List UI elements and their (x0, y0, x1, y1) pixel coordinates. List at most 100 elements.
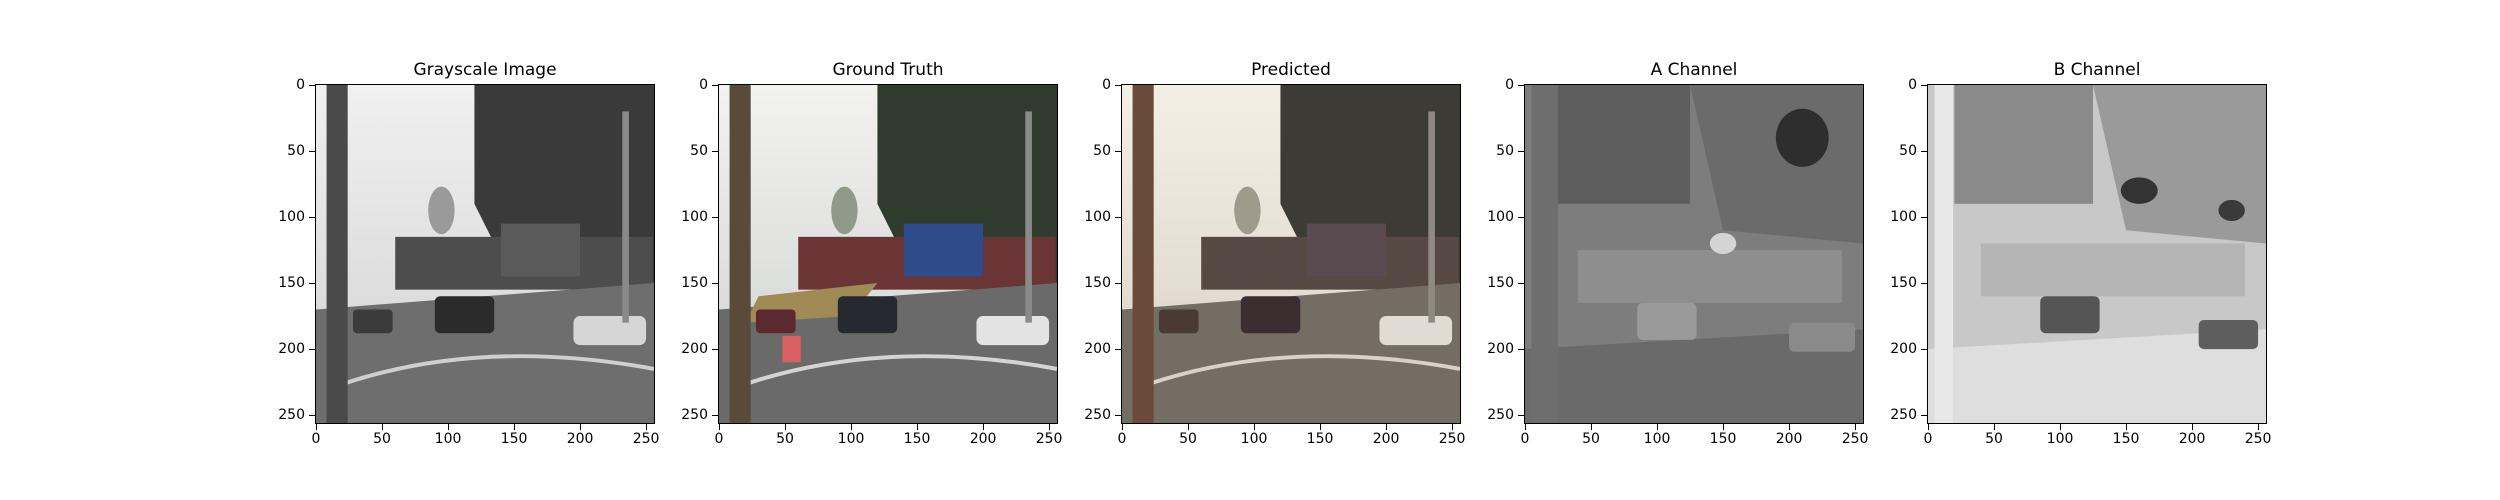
x-tick-label: 250 (1035, 431, 1063, 447)
panel-title: Grayscale Image (413, 60, 557, 80)
y-tick (1921, 349, 1927, 351)
y-tick-label: 50 (1093, 143, 1111, 160)
x-tick-label: 250 (2244, 431, 2272, 447)
image-ground-truth (718, 84, 1058, 424)
x-tick-label: 150 (500, 431, 528, 447)
x-tick-label: 0 (311, 431, 321, 447)
x-tick (646, 424, 648, 430)
road-marking (328, 354, 654, 391)
y-tick (309, 415, 315, 417)
pole (326, 85, 348, 423)
y-tick (712, 349, 718, 351)
y-tick (1518, 283, 1524, 285)
y-tick (1921, 85, 1927, 86)
x-tick (2192, 424, 2194, 430)
road-region (1525, 329, 1863, 423)
channel-map (1525, 85, 1863, 423)
y-tick (1921, 415, 1927, 417)
y-tick-label: 250 (681, 407, 708, 424)
x-tick-label: 250 (632, 431, 660, 447)
x-tick-label: 200 (1372, 431, 1400, 447)
y-tick (1115, 85, 1121, 86)
x-tick (1928, 424, 1929, 430)
x-tick (785, 424, 787, 430)
train-region (1577, 250, 1842, 303)
panel-b-channel: B Channel 0 50 100 150 200 250 0 50 100 150 200 250 (1890, 0, 2271, 500)
y-tick (309, 217, 315, 219)
y-tick (1115, 283, 1121, 285)
x-tick (1525, 424, 1526, 430)
y-tick (1115, 349, 1121, 351)
x-tick (1591, 424, 1593, 430)
y-tick-label: 50 (287, 143, 305, 160)
y-tick-label: 50 (690, 143, 708, 160)
y-tick-label: 200 (1487, 341, 1514, 358)
x-tick-label: 100 (1643, 431, 1671, 447)
lamp-post (1025, 111, 1032, 323)
lamp-post (1428, 111, 1435, 323)
y-tick (1921, 151, 1927, 153)
suv-region (1637, 302, 1697, 340)
panel-title: Ground Truth (832, 60, 944, 80)
red-sign (782, 335, 801, 363)
white-car (1379, 316, 1453, 346)
y-tick-label: 100 (1890, 209, 1917, 226)
y-tick-label: 200 (1890, 341, 1917, 358)
road-marking (731, 354, 1057, 391)
panel-title: Predicted (1251, 60, 1331, 80)
x-tick (917, 424, 919, 430)
y-tick (1518, 85, 1524, 86)
y-tick-label: 0 (296, 77, 305, 93)
x-tick-label: 250 (1841, 431, 1869, 447)
x-tick-label: 0 (1923, 431, 1933, 447)
y-tick (309, 349, 315, 351)
distant-tree (1234, 186, 1261, 235)
suv (434, 296, 495, 334)
white-car (976, 316, 1050, 346)
y-tick-label: 250 (1084, 407, 1111, 424)
pole-region (1531, 85, 1559, 423)
sky-region (1954, 85, 2094, 204)
y-tick (309, 85, 315, 86)
channel-map (1928, 85, 2266, 423)
y-tick (1518, 349, 1524, 351)
y-tick-label: 100 (1487, 209, 1514, 226)
x-tick-label: 100 (2046, 431, 2074, 447)
y-tick (1518, 415, 1524, 417)
pole (1132, 85, 1154, 423)
x-tick (1994, 424, 1996, 430)
y-tick (712, 151, 718, 153)
y-tick (1115, 415, 1121, 417)
pole (729, 85, 751, 423)
x-tick-label: 200 (2178, 431, 2206, 447)
x-tick-label: 200 (969, 431, 997, 447)
y-tick-label: 150 (1487, 275, 1514, 292)
road-marking (1134, 354, 1460, 391)
x-tick (1188, 424, 1190, 430)
y-tick-label: 150 (1084, 275, 1111, 292)
y-tick-label: 50 (1899, 143, 1917, 160)
suv (837, 296, 898, 334)
y-tick-label: 50 (1496, 143, 1514, 160)
y-tick-label: 0 (699, 77, 708, 93)
lamp-post (622, 111, 629, 323)
small-car (755, 309, 796, 334)
panel-a-channel: A Channel 0 50 100 150 200 250 0 50 100 150 200 250 (1487, 0, 1868, 500)
image-a-channel (1524, 84, 1864, 424)
x-tick (448, 424, 450, 430)
y-tick-label: 0 (1908, 77, 1917, 93)
road (316, 283, 654, 423)
road-region (1928, 329, 2266, 423)
x-tick-label: 0 (714, 431, 724, 447)
x-tick-label: 50 (1985, 431, 2003, 447)
y-tick-label: 100 (681, 209, 708, 226)
car-region (2198, 320, 2259, 350)
x-tick-label: 100 (837, 431, 865, 447)
dark-spot-2 (2218, 199, 2245, 221)
x-tick (382, 424, 384, 430)
y-tick (712, 217, 718, 219)
x-tick (1049, 424, 1051, 430)
image-predicted (1121, 84, 1461, 424)
x-tick-label: 50 (776, 431, 794, 447)
